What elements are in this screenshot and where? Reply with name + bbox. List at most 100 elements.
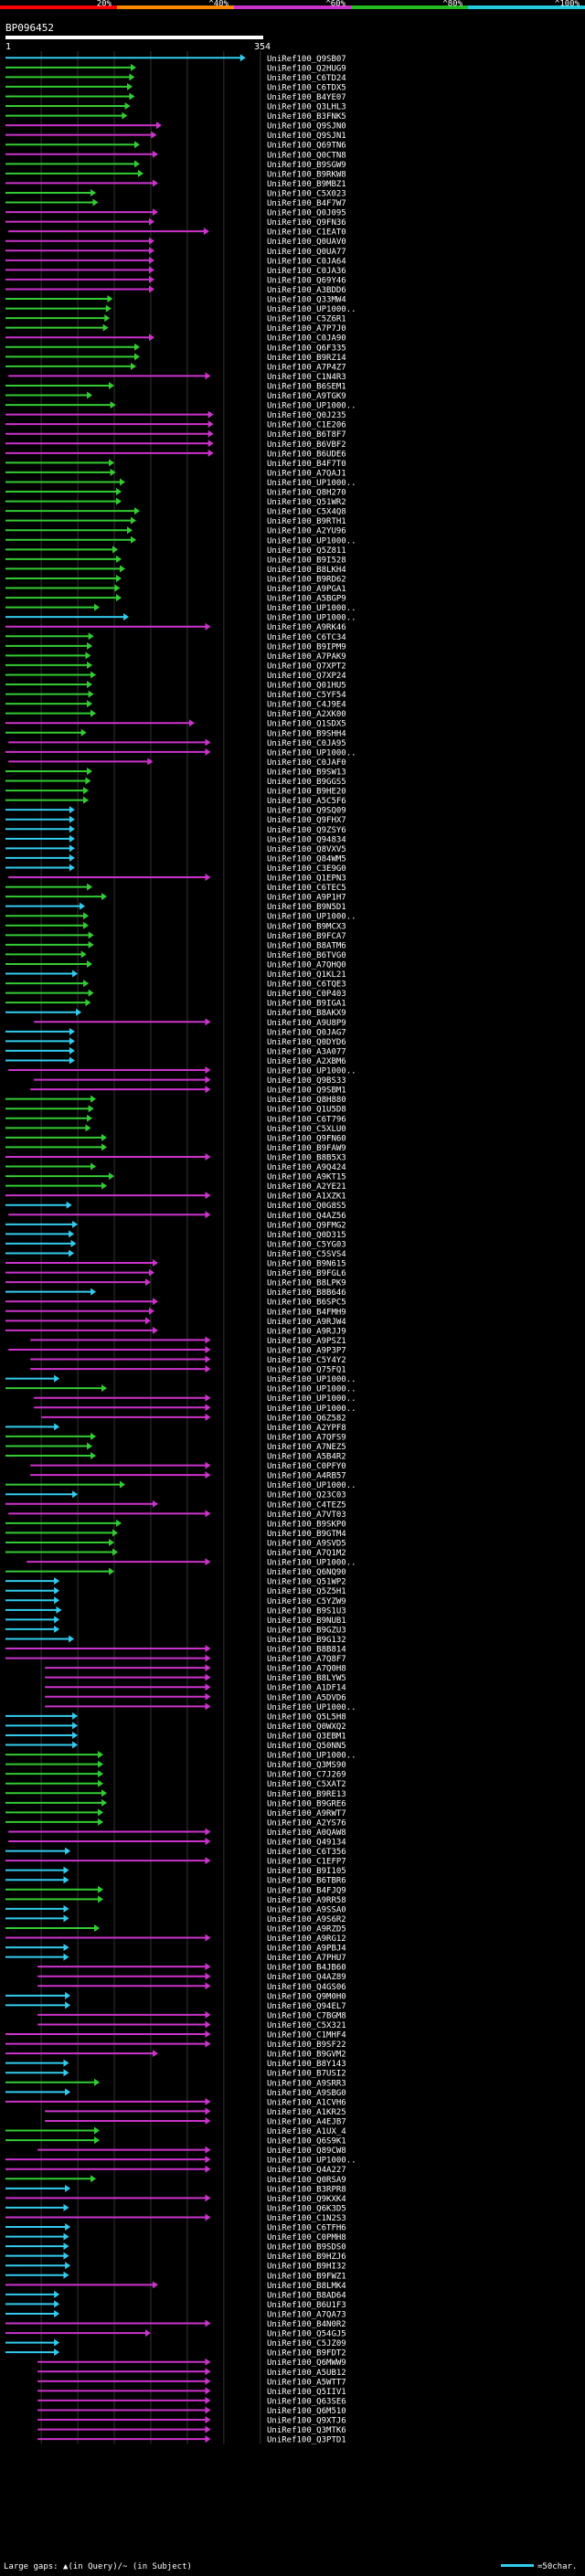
hit-label[interactable]: UniRef100_A9SRR3 <box>267 2079 346 2088</box>
hit-label[interactable]: UniRef100_C1EAT0 <box>267 228 346 238</box>
hit-label[interactable]: UniRef100_C7J269 <box>267 1771 346 1780</box>
hit-label[interactable]: UniRef100_Q69TN6 <box>267 142 346 151</box>
hit-label[interactable]: UniRef100_B6SEM1 <box>267 382 346 391</box>
hit-label[interactable]: UniRef100_B9NUB1 <box>267 1617 346 1626</box>
hit-label[interactable]: UniRef100_B8LKH4 <box>267 566 346 575</box>
hit-label[interactable]: UniRef100_B9GRE6 <box>267 1799 346 1808</box>
hit-label[interactable]: UniRef100_B9MBZ1 <box>267 180 346 189</box>
hit-label[interactable]: UniRef100_A9RJW4 <box>267 1318 346 1327</box>
hit-label[interactable]: UniRef100_C0JA64 <box>267 257 346 266</box>
hit-label[interactable]: UniRef100_B3RPR8 <box>267 2185 346 2194</box>
hit-label[interactable]: UniRef100_B9HE20 <box>267 788 346 797</box>
hit-label[interactable]: UniRef100_UP1000.. <box>267 1559 356 1568</box>
hit-label[interactable]: UniRef100_Q01HU5 <box>267 682 346 691</box>
hit-label[interactable]: UniRef100_A2YPF8 <box>267 1424 346 1433</box>
hit-label[interactable]: UniRef100_C1N2S3 <box>267 2214 346 2223</box>
hit-label[interactable]: UniRef100_A7QHQ0 <box>267 960 346 970</box>
hit-label[interactable]: UniRef100_Q1EPN3 <box>267 875 346 884</box>
hit-label[interactable]: UniRef100_Q1KL21 <box>267 970 346 980</box>
hit-label[interactable]: UniRef100_A9RG12 <box>267 1935 346 1944</box>
hit-label[interactable]: UniRef100_Q3PTD1 <box>267 2436 346 2445</box>
hit-label[interactable]: UniRef100_Q8VXV5 <box>267 845 346 854</box>
hit-label[interactable]: UniRef100_C6TEC5 <box>267 884 346 893</box>
hit-label[interactable]: UniRef100_C5X321 <box>267 2021 346 2030</box>
hit-label[interactable]: UniRef100_Q75FQ1 <box>267 1366 346 1375</box>
hit-label[interactable]: UniRef100_Q0G8S5 <box>267 1202 346 1211</box>
hit-label[interactable]: UniRef100_Q0DYD6 <box>267 1038 346 1047</box>
hit-label[interactable]: UniRef100_UP1000.. <box>267 1385 356 1394</box>
hit-label[interactable]: UniRef100_B9SF22 <box>267 2041 346 2050</box>
hit-label[interactable]: UniRef100_C6T796 <box>267 1115 346 1124</box>
hit-label[interactable]: UniRef100_B9SGW9 <box>267 161 346 170</box>
hit-label[interactable]: UniRef100_A5BGP9 <box>267 595 346 604</box>
hit-label[interactable]: UniRef100_Q7XPT2 <box>267 662 346 671</box>
hit-label[interactable]: UniRef100_C0JA95 <box>267 739 346 748</box>
hit-label[interactable]: UniRef100_B9I105 <box>267 1867 346 1876</box>
hit-label[interactable]: UniRef100_Q9SB07 <box>267 55 346 64</box>
hit-label[interactable]: UniRef100_Q1U5D8 <box>267 1106 346 1115</box>
hit-label[interactable]: UniRef100_B9N5D1 <box>267 903 346 912</box>
hit-label[interactable]: UniRef100_A7Q1M2 <box>267 1549 346 1558</box>
hit-label[interactable]: UniRef100_Q4AZ56 <box>267 1212 346 1221</box>
hit-label[interactable]: UniRef100_Q9SBM1 <box>267 1087 346 1096</box>
hit-label[interactable]: UniRef100_B4F7W7 <box>267 199 346 208</box>
hit-label[interactable]: UniRef100_Q0RSA9 <box>267 2176 346 2185</box>
hit-label[interactable]: UniRef100_A9RR58 <box>267 1896 346 1905</box>
hit-label[interactable]: UniRef100_B9RZ14 <box>267 354 346 363</box>
hit-label[interactable]: UniRef100_A9KT15 <box>267 1173 346 1182</box>
hit-label[interactable]: UniRef100_B9SDS0 <box>267 2243 346 2253</box>
hit-label[interactable]: UniRef100_Q94834 <box>267 835 346 844</box>
hit-label[interactable]: UniRef100_UP1000.. <box>267 1067 356 1076</box>
hit-label[interactable]: UniRef100_Q9BS33 <box>267 1076 346 1086</box>
hit-label[interactable]: UniRef100_B9S1U3 <box>267 1606 346 1616</box>
hit-label[interactable]: UniRef100_Q9SJN0 <box>267 122 346 132</box>
hit-label[interactable]: UniRef100_A9Q424 <box>267 1163 346 1172</box>
hit-label[interactable]: UniRef100_Q5L5H8 <box>267 1712 346 1722</box>
hit-label[interactable]: UniRef100_B6T8F7 <box>267 430 346 440</box>
hit-label[interactable]: UniRef100_A7PAK9 <box>267 652 346 662</box>
hit-label[interactable]: UniRef100_A7QAJ1 <box>267 469 346 478</box>
hit-label[interactable]: UniRef100_UP1000.. <box>267 1481 356 1490</box>
hit-label[interactable]: UniRef100_C3E9G0 <box>267 864 346 874</box>
hit-label[interactable]: UniRef100_Q0J095 <box>267 209 346 218</box>
hit-label[interactable]: UniRef100_C4J9E4 <box>267 701 346 710</box>
hit-label[interactable]: UniRef100_C5X023 <box>267 189 346 198</box>
hit-label[interactable]: UniRef100_A9PBJ4 <box>267 1945 346 1954</box>
hit-label[interactable]: UniRef100_A4RB57 <box>267 1472 346 1481</box>
hit-label[interactable]: UniRef100_B6TVG0 <box>267 951 346 960</box>
hit-label[interactable]: UniRef100_A7Q8F7 <box>267 1655 346 1664</box>
hit-label[interactable]: UniRef100_C6TQE3 <box>267 981 346 990</box>
hit-label[interactable]: UniRef100_UP1000.. <box>267 913 356 922</box>
hit-label[interactable]: UniRef100_B8LMK4 <box>267 2282 346 2291</box>
hit-label[interactable]: UniRef100_C0PMH8 <box>267 2233 346 2242</box>
hit-label[interactable]: UniRef100_B6VBF2 <box>267 440 346 450</box>
hit-label[interactable]: UniRef100_A1UX_4 <box>267 2127 346 2136</box>
hit-label[interactable]: UniRef100_B6SPC5 <box>267 1299 346 1308</box>
hit-label[interactable]: UniRef100_UP1000.. <box>267 604 356 613</box>
hit-label[interactable]: UniRef100_C6T356 <box>267 1848 346 1857</box>
hit-label[interactable]: UniRef100_B4N0R2 <box>267 2320 346 2329</box>
hit-label[interactable]: UniRef100_Q3LHL3 <box>267 103 346 112</box>
hit-label[interactable]: UniRef100_Q49134 <box>267 1839 346 1848</box>
hit-label[interactable]: UniRef100_A9PSZ1 <box>267 1337 346 1346</box>
hit-label[interactable]: UniRef100_A7P4Z7 <box>267 363 346 372</box>
hit-label[interactable]: UniRef100_A1KR25 <box>267 2108 346 2117</box>
hit-label[interactable]: UniRef100_Q0JAG7 <box>267 1028 346 1037</box>
hit-label[interactable]: UniRef100_C5YF54 <box>267 691 346 700</box>
hit-label[interactable]: UniRef100_A7QA73 <box>267 2310 346 2319</box>
hit-label[interactable]: UniRef100_Q9FHX7 <box>267 816 346 825</box>
hit-label[interactable]: UniRef100_C6TD24 <box>267 74 346 83</box>
hit-label[interactable]: UniRef100_C0JA90 <box>267 334 346 344</box>
hit-label[interactable]: UniRef100_C5Z6R1 <box>267 315 346 324</box>
hit-label[interactable]: UniRef100_Q9M0H0 <box>267 1992 346 2001</box>
hit-label[interactable]: UniRef100_B8AKX9 <box>267 1009 346 1018</box>
hit-label[interactable]: UniRef100_A1CVH6 <box>267 2098 346 2107</box>
hit-label[interactable]: UniRef100_A9P3P7 <box>267 1346 346 1355</box>
hit-label[interactable]: UniRef100_A5UB12 <box>267 2369 346 2378</box>
hit-label[interactable]: UniRef100_B4F7T0 <box>267 460 346 469</box>
hit-label[interactable]: UniRef100_Q3MTK6 <box>267 2426 346 2435</box>
hit-label[interactable]: UniRef100_Q4GS06 <box>267 1983 346 1992</box>
hit-label[interactable]: UniRef100_C5X4Q8 <box>267 508 346 517</box>
hit-label[interactable]: UniRef100_Q63SE6 <box>267 2397 346 2406</box>
hit-label[interactable]: UniRef100_UP1000.. <box>267 305 356 314</box>
